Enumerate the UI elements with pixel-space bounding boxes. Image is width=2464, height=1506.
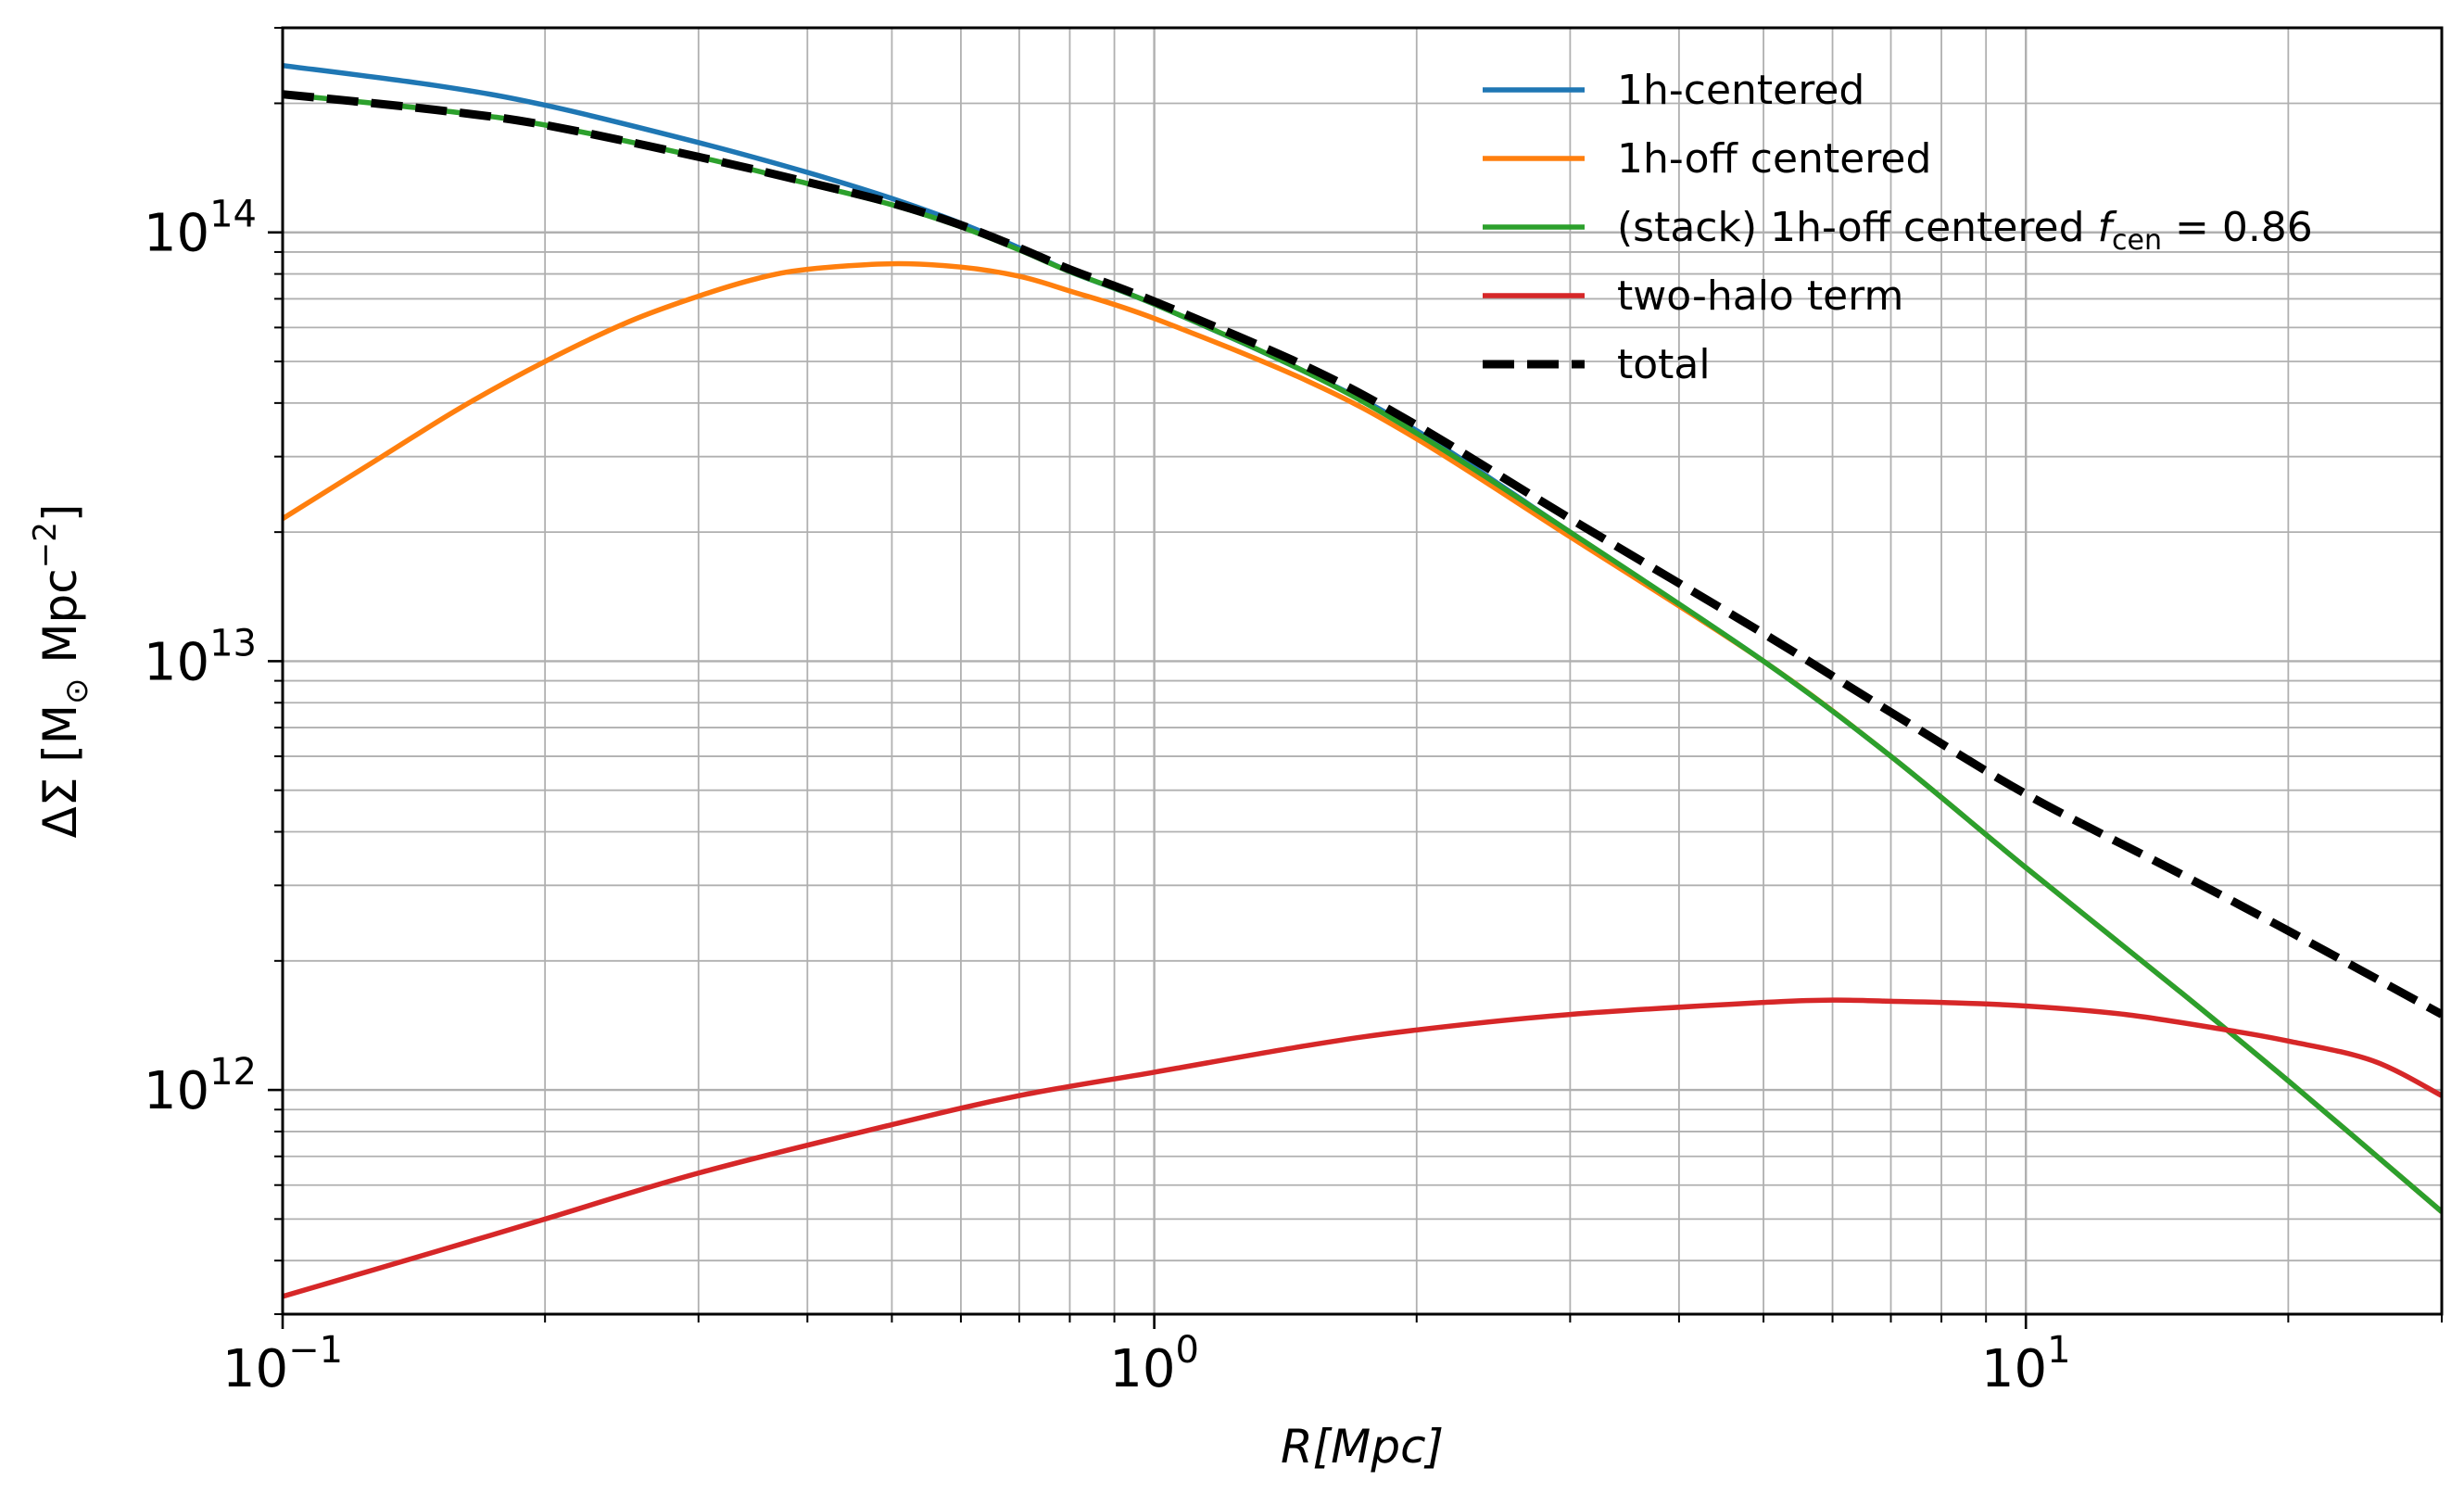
legend-label: (stack) 1h-off centered fcen = 0.86 [1617, 204, 2313, 257]
plot-frame [281, 26, 2444, 1316]
y-axis-label: ΔΣ [M⊙ Mpc−2] [27, 504, 95, 839]
series-line-two-halo-term [283, 997, 2442, 1299]
y-tick-label: 1014 [144, 194, 257, 264]
series-line-total [283, 90, 2442, 1019]
plot-lines [283, 62, 2442, 1299]
x-tick-label: 100 [1109, 1329, 1199, 1399]
legend-label: total [1617, 341, 1711, 388]
y-tick-label: 1013 [144, 622, 257, 692]
y-tick-label: 1012 [144, 1051, 257, 1121]
legend-label: 1h-centered [1617, 67, 1864, 114]
legend-label: two-halo term [1617, 272, 1903, 320]
legend-label: 1h-off centered [1617, 135, 1931, 183]
y-axis-label-rest: Mpc [33, 568, 87, 677]
x-tick-label: 101 [1981, 1329, 2071, 1399]
legend: 1h-centered 1h-off centered (stack) 1h-off… [1483, 67, 2313, 388]
x-tick-label: 10−1 [222, 1329, 343, 1399]
ticks: 10−1 100 101 1012 1013 1014 [144, 27, 2443, 1399]
y-axis-label-sup: −2 [27, 522, 64, 568]
y-axis-label-sub: ⊙ [58, 678, 95, 705]
y-axis-label-main: ΔΣ [M [33, 704, 87, 838]
x-axis-label: R[Mpc] [1281, 1420, 1444, 1474]
y-axis-label-end: ] [33, 504, 87, 523]
